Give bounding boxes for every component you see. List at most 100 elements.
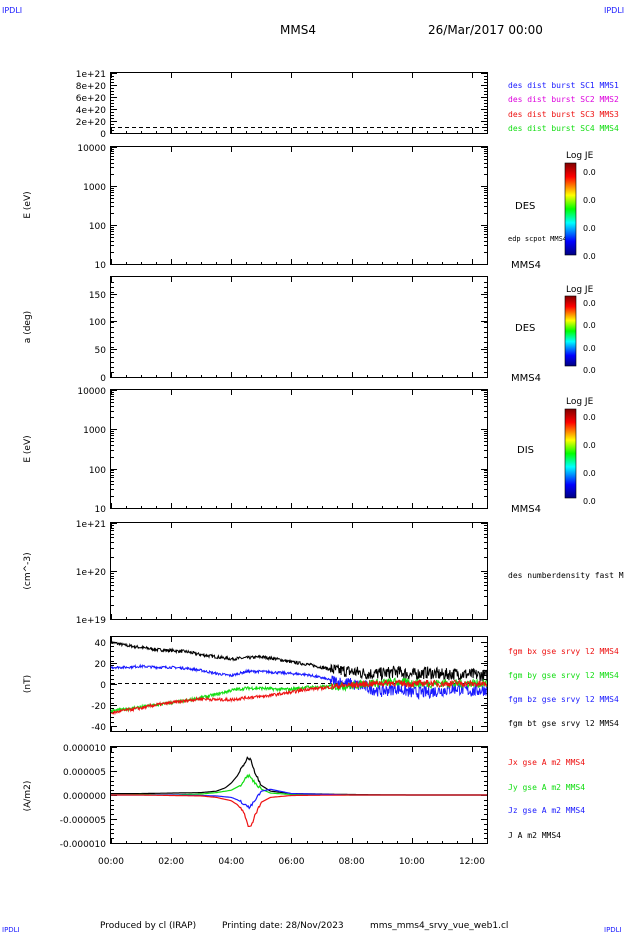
panel-2-frame <box>110 146 488 265</box>
p4-mms-tag: MMS4 <box>511 504 541 515</box>
panel-5-frame <box>110 522 488 620</box>
series-fgm-bz <box>110 663 488 701</box>
plot-date: 26/Mar/2017 00:00 <box>428 23 543 37</box>
y-tick-label: 0 <box>100 130 106 140</box>
data-series <box>110 640 488 827</box>
series-Jx <box>111 794 487 827</box>
p4-label: DIS <box>517 445 534 456</box>
x-tick-label: 00:00 <box>98 857 124 867</box>
y-tick-label: 50 <box>95 346 107 356</box>
y-tick-label: 8e+20 <box>76 82 107 92</box>
y-tick-label: 1e+19 <box>76 616 107 626</box>
p2-cbar-tick-2: 0.0 <box>583 196 596 205</box>
corner-logo-top-right: IPDLI <box>604 6 624 15</box>
y-tick-label: 10000 <box>77 387 106 397</box>
p5-ylabel: (cm^-3) <box>23 552 33 589</box>
y-tick-labels: 1e+218e+206e+204e+202e+20010000100010010… <box>60 70 106 850</box>
p3-mms-tag: MMS4 <box>511 373 541 384</box>
p1-legend-1: des dist burst SC1 MMS1 <box>508 81 619 90</box>
y-tick-label: 10 <box>95 505 107 515</box>
p2-ylabel: E (eV) <box>23 191 33 218</box>
x-tick-label: 04:00 <box>218 857 244 867</box>
series-J <box>111 756 487 796</box>
p6-legend-bz: fgm bz gse srvy l2 MMS4 <box>508 695 619 704</box>
p4-cbar-tick-3: 0.0 <box>583 469 596 478</box>
series-Jy <box>111 773 487 796</box>
series-fgm-bt <box>110 640 488 682</box>
y-tick-label: 1e+21 <box>76 70 106 80</box>
x-tick-label: 08:00 <box>339 857 365 867</box>
p4-cbar-tick-1: 0.0 <box>583 413 596 422</box>
corner-logo-top-left: IPDLI <box>2 6 22 15</box>
y-tick-label: 0.000000 <box>63 792 106 802</box>
y-tick-label: 0 <box>100 681 106 691</box>
p4-colorbar <box>564 408 577 499</box>
panel-3-frame <box>110 276 488 378</box>
y-tick-label: -20 <box>91 702 106 712</box>
x-tick-label: 06:00 <box>279 857 305 867</box>
p2-cbar-tick-3: 0.0 <box>583 224 596 233</box>
panel-6-frame <box>110 636 488 732</box>
x-tick-label: 12:00 <box>459 857 485 867</box>
p3-cbar-title: Log JE <box>566 285 594 295</box>
x-tick-labels: 00:00 02:00 04:00 06:00 08:00 10:00 12:00 <box>98 857 485 867</box>
footer-filename: mms_mms4_srvy_vue_web1.cl <box>370 921 508 931</box>
p1-legend-3: des dist burst SC3 MMS3 <box>508 110 619 119</box>
p6-legend-by: fgm by gse srvy l2 MMS4 <box>508 671 619 680</box>
p7-legend-jz: Jz gse A m2 MMS4 <box>508 806 585 815</box>
series-fgm-bx <box>110 679 488 716</box>
tick-marks <box>111 73 487 844</box>
y-tick-label: -0.000010 <box>60 840 106 850</box>
p6-ylabel: (nT) <box>23 675 33 693</box>
y-tick-label: 0 <box>100 374 106 384</box>
corner-logo-bottom-right: IPDLI <box>604 926 622 934</box>
p3-cbar-tick-1: 0.0 <box>583 299 596 308</box>
x-tick-label: 10:00 <box>399 857 425 867</box>
p1-legend-2: des dist burst SC2 MMS2 <box>508 95 619 104</box>
p6-legend-bt: fgm bt gse srvy l2 MMS4 <box>508 719 619 728</box>
y-tick-label: 40 <box>95 639 107 649</box>
p4-cbar-title: Log JE <box>566 397 594 407</box>
p2-colorbar <box>564 162 577 256</box>
p4-cbar-tick-2: 0.0 <box>583 441 596 450</box>
p3-cbar-tick-3: 0.0 <box>583 344 596 353</box>
p2-cbar-tick-4: 0.0 <box>583 252 596 261</box>
p1-legend-4: des dist burst SC4 MMS4 <box>508 124 619 133</box>
panel-1-frame <box>110 72 488 134</box>
p6-legend-bx: fgm bx gse srvy l2 MMS4 <box>508 647 619 656</box>
plot-title: MMS4 <box>280 23 316 37</box>
y-tick-label: 100 <box>89 222 106 232</box>
y-tick-label: 10 <box>95 261 107 271</box>
p2-cbar-title: Log JE <box>566 151 594 161</box>
p7-legend-j: J A m2 MMS4 <box>508 831 561 840</box>
y-tick-label: -40 <box>91 723 106 733</box>
p3-ylabel: a (deg) <box>23 311 33 343</box>
panel-7-frame <box>110 746 488 844</box>
y-tick-label: 0.000010 <box>63 744 106 754</box>
p7-legend-jx: Jx gse A m2 MMS4 <box>508 758 585 767</box>
y-tick-label: -0.000005 <box>60 816 106 826</box>
footer-printing-date: Printing date: 28/Nov/2023 <box>222 921 344 931</box>
y-tick-label: 0.000005 <box>63 768 106 778</box>
y-tick-label: 1000 <box>83 183 106 193</box>
panel-4-frame <box>110 389 488 509</box>
y-tick-label: 100 <box>89 466 106 476</box>
y-tick-label: 1000 <box>83 426 106 436</box>
footer-produced: Produced by cl (IRAP) <box>100 921 196 931</box>
y-tick-label: 20 <box>95 660 107 670</box>
p4-cbar-tick-4: 0.0 <box>583 497 596 506</box>
p4-ylabel: E (eV) <box>23 435 33 462</box>
p3-colorbar <box>564 295 577 367</box>
y-tick-label: 6e+20 <box>76 94 107 104</box>
y-tick-label: 1e+20 <box>76 568 107 578</box>
y-tick-label: 150 <box>89 291 106 301</box>
y-tick-label: 2e+20 <box>76 118 107 128</box>
x-tick-label: 02:00 <box>158 857 184 867</box>
p2-mms-tag: MMS4 <box>511 260 541 271</box>
series-Jz <box>111 788 487 810</box>
p3-cbar-tick-4: 0.0 <box>583 366 596 375</box>
p2-cbar-tick-1: 0.0 <box>583 168 596 177</box>
y-tick-label: 10000 <box>77 144 106 154</box>
p3-cbar-tick-2: 0.0 <box>583 321 596 330</box>
